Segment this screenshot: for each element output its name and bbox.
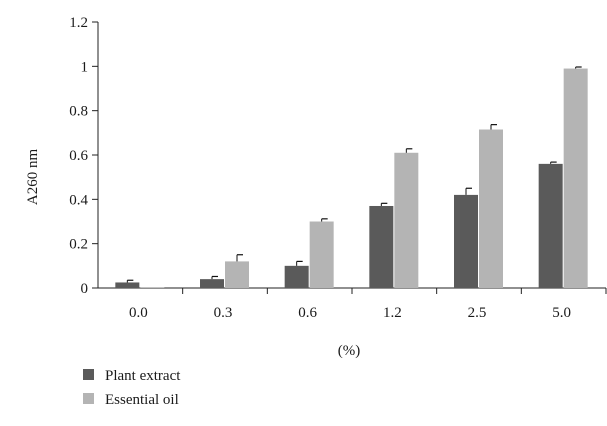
error-bars	[126, 66, 582, 283]
bar-plant-extract	[538, 163, 563, 288]
bar-essential-oil	[225, 261, 249, 288]
bar-essential-oil	[563, 68, 588, 288]
bar-essential-oil	[140, 287, 165, 288]
legend-label: Plant extract	[105, 368, 181, 384]
legend: Plant extract Essential oil	[83, 368, 181, 408]
x-tick-label: 1.2	[383, 305, 402, 321]
axes	[92, 21, 607, 294]
x-tick-label: 2.5	[468, 305, 487, 321]
bar-plant-extract	[115, 282, 140, 288]
bar-plant-extract	[454, 194, 478, 288]
bar-essential-oil	[479, 129, 503, 288]
y-tick-label: 0.2	[69, 237, 88, 253]
legend-swatch	[83, 369, 94, 380]
y-axis-title: A260 nm	[25, 149, 41, 206]
bars	[115, 68, 588, 288]
x-tick-label: 0.3	[214, 305, 233, 321]
tick-labels: 0 0.2 0.4 0.6 0.8 1 1.2 0.0 0.3 0.6 1.2 2.5 5.0	[69, 15, 571, 321]
y-tick-label: 0.8	[69, 104, 88, 120]
legend-swatch	[83, 393, 94, 404]
bar-essential-oil	[309, 221, 334, 288]
bar-essential-oil	[394, 152, 419, 288]
y-tick-label: 0	[81, 281, 89, 297]
bar-plant-extract	[369, 205, 394, 288]
x-tick-label: 5.0	[552, 305, 571, 321]
y-tick-label: 0.6	[69, 148, 88, 164]
bar-plant-extract	[200, 279, 224, 288]
y-tick-label: 0.4	[69, 192, 88, 208]
x-tick-label: 0.0	[129, 305, 148, 321]
legend-label: Essential oil	[105, 392, 179, 408]
x-axis-title: (%)	[338, 343, 361, 359]
x-tick-label: 0.6	[298, 305, 317, 321]
y-tick-label: 1.2	[69, 15, 88, 31]
bar-plant-extract	[284, 265, 309, 288]
y-tick-label: 1	[81, 59, 89, 75]
